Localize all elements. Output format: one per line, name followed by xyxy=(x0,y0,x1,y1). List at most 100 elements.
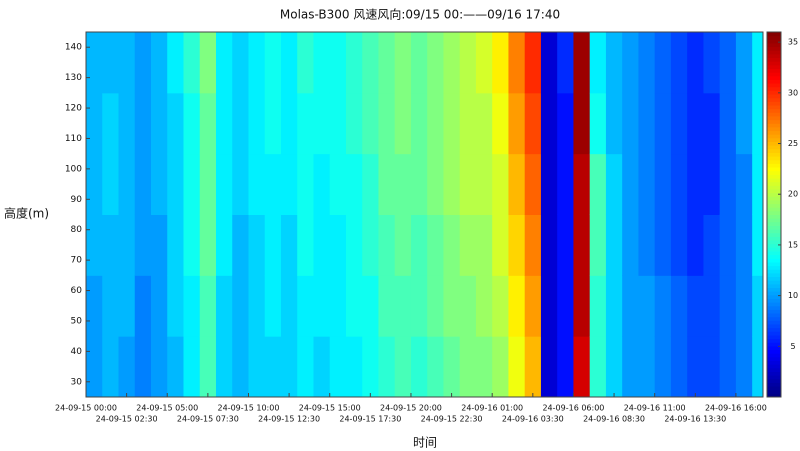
x-tick-label: 24-09-16 03:30 xyxy=(502,415,564,424)
heat-cell xyxy=(703,336,721,398)
x-tick-label: 24-09-15 15:00 xyxy=(299,404,361,413)
heat-cell xyxy=(687,153,704,215)
heat-cell xyxy=(150,92,168,155)
heat-cell xyxy=(719,336,737,398)
colorbar-step xyxy=(767,79,781,84)
colorbar-step xyxy=(767,57,781,62)
heat-cell xyxy=(508,153,526,215)
colorbar-step xyxy=(767,167,781,172)
colorbar-step xyxy=(767,240,781,245)
y-tick-label: 120 xyxy=(65,104,82,114)
heat-cell xyxy=(475,214,493,276)
heat-cell xyxy=(443,153,461,215)
heat-cell xyxy=(215,275,233,337)
colorbar-step xyxy=(767,207,781,212)
colorbar-step xyxy=(767,229,781,234)
heat-cell xyxy=(557,92,574,155)
heat-cell xyxy=(199,153,217,215)
colorbar-step xyxy=(767,309,781,314)
colorbar-step xyxy=(767,152,781,157)
heat-cell xyxy=(167,153,184,215)
colorbar-step xyxy=(767,90,781,95)
x-tick-label: 24-09-15 02:30 xyxy=(96,415,158,424)
colorbar-step xyxy=(767,53,781,59)
heat-cell xyxy=(540,153,558,215)
heat-cell xyxy=(508,32,526,94)
heat-cell xyxy=(735,214,753,276)
heat-cell xyxy=(427,275,444,337)
heat-cell xyxy=(589,336,607,398)
x-tick-label: 24-09-15 05:00 xyxy=(136,404,198,413)
heat-cell xyxy=(622,275,639,337)
heat-cell xyxy=(427,92,444,155)
heat-cell xyxy=(719,92,737,155)
heat-cell xyxy=(524,153,542,215)
heat-cell xyxy=(248,275,266,337)
colorbar-step xyxy=(767,123,781,128)
colorbar-step xyxy=(767,258,781,263)
colorbar-step xyxy=(767,305,781,310)
heat-cell xyxy=(752,336,764,398)
heat-cell xyxy=(752,153,764,215)
heat-cell xyxy=(703,275,721,337)
heat-cell xyxy=(410,153,428,215)
heat-cell xyxy=(508,336,526,398)
heat-cell xyxy=(313,214,331,276)
heat-cell xyxy=(199,275,217,337)
heat-cell xyxy=(150,153,168,215)
heat-cell xyxy=(573,336,591,398)
heat-cell xyxy=(459,214,477,276)
heat-cell xyxy=(475,32,493,94)
heat-cell xyxy=(362,275,379,337)
heat-cell xyxy=(524,336,542,398)
colorbar-step xyxy=(767,338,781,343)
colorbar-step xyxy=(767,243,781,248)
colorbar-step xyxy=(767,225,781,230)
heat-cell xyxy=(524,32,542,94)
heat-cell xyxy=(86,92,103,155)
heat-cell xyxy=(297,275,314,337)
x-tick-label: 24-09-16 13:30 xyxy=(664,415,726,424)
heat-cell xyxy=(264,275,282,337)
heat-cell xyxy=(735,32,753,94)
y-tick-label: 60 xyxy=(71,286,83,296)
colorbar-step xyxy=(767,276,781,281)
y-tick-label: 100 xyxy=(65,164,82,174)
heat-cell xyxy=(687,336,704,398)
colorbar-step xyxy=(767,294,781,299)
heat-cell xyxy=(215,92,233,155)
colorbar-step xyxy=(767,210,781,215)
heat-cell xyxy=(362,92,379,155)
y-tick-label: 130 xyxy=(65,73,82,83)
heat-cell xyxy=(232,32,249,94)
heat-cell xyxy=(345,336,363,398)
colorbar-step xyxy=(767,218,781,223)
heat-cell xyxy=(394,214,412,276)
colorbar-step xyxy=(767,148,781,153)
colorbar-step xyxy=(767,334,781,340)
heat-cell xyxy=(443,214,461,276)
heat-cell xyxy=(248,32,266,94)
x-tick-label: 24-09-16 11:00 xyxy=(624,404,686,413)
heat-cell xyxy=(557,153,574,215)
heat-cell xyxy=(134,32,152,94)
heat-cell xyxy=(199,336,217,398)
colorbar-step xyxy=(767,199,781,205)
heat-cell xyxy=(280,336,298,398)
colorbar-step xyxy=(767,75,781,80)
chart-title: Molas-B300 风速风向:09/15 00:——09/16 17:40 xyxy=(280,7,560,22)
heat-cell xyxy=(232,214,249,276)
y-tick-label: 70 xyxy=(71,256,83,266)
colorbar-step xyxy=(767,342,781,347)
heat-cell xyxy=(540,336,558,398)
heat-cell xyxy=(605,214,623,276)
heat-cell xyxy=(524,214,542,276)
colorbar-step xyxy=(767,178,781,183)
heat-cell xyxy=(638,92,656,155)
colorbar-step xyxy=(767,32,781,37)
heat-cell xyxy=(378,275,396,337)
heat-cell xyxy=(329,153,347,215)
colorbar-step xyxy=(767,316,781,321)
heat-cell xyxy=(638,32,656,94)
heat-cell xyxy=(687,214,704,276)
